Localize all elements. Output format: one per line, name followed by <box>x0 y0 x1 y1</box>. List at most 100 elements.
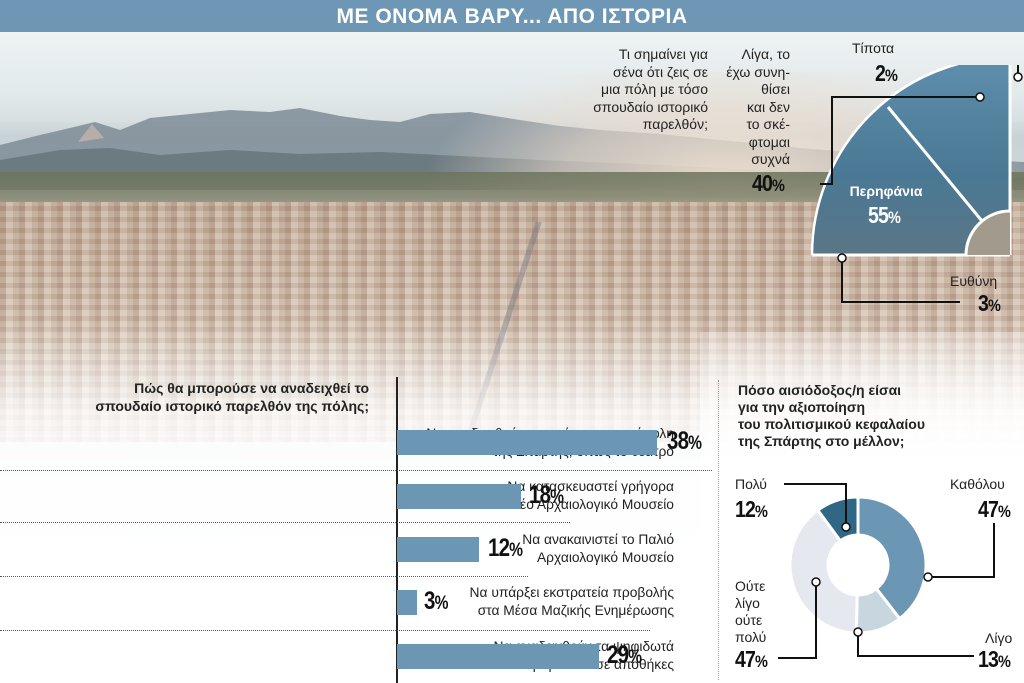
label-line: στα Μέσα Μαζικής Ενημέρωσης <box>477 603 674 618</box>
section-divider <box>718 380 719 680</box>
label-line: έχω συνη- <box>726 63 790 80</box>
donut-leader-lines <box>778 483 995 659</box>
donut-value-much: 12% <box>735 496 768 523</box>
question-line: σένα ότι ζεις σε <box>612 63 708 80</box>
donut-value-not-at-all: 47% <box>978 496 1011 523</box>
percent-sign: % <box>998 652 1011 671</box>
value-number: 12 <box>735 496 756 522</box>
label-line: ούτε <box>735 612 763 628</box>
bar-row-label: Να κατασκευαστεί γρήγορα το Νέο Αρχαιολο… <box>344 478 674 514</box>
donut-label-neither: Ούτε λίγο ούτε πολύ <box>735 578 766 646</box>
question-line: μια πόλη με τόσο <box>601 81 708 97</box>
fan-label-pride: Περηφάνια <box>849 183 923 199</box>
fan-value-pride: 55% <box>868 202 901 229</box>
fan-label-nothing: Τίποτα <box>852 40 895 56</box>
fan-label-responsibility: Ευθύνη <box>950 273 998 289</box>
donut-label-not-at-all: Καθόλου <box>950 476 1005 492</box>
donut-slice-not-at-all <box>856 495 928 621</box>
bar-value: 3% <box>424 587 448 616</box>
bar-18 <box>397 484 521 509</box>
bar-value: 18% <box>529 481 564 510</box>
fan-chart-question: Τι σημαίνει για σένα ότι ζεις σε μια πόλ… <box>528 46 708 134</box>
percent-sign: % <box>434 593 449 614</box>
donut-value-little: 13% <box>978 646 1011 673</box>
leader-line-nothing <box>1017 65 1019 77</box>
fan-label-used-to-it: Λίγα, το έχω συνη- θίσει και δεν το σκέ-… <box>718 46 790 169</box>
bar-chart-axis <box>396 377 398 683</box>
percent-sign: % <box>885 66 898 85</box>
fan-value-responsibility: 3% <box>978 290 1001 317</box>
label-line: Να ανακαινιστεί το Παλιό <box>522 532 674 547</box>
bar-38 <box>397 430 657 455</box>
fan-value-nothing: 2% <box>875 60 898 87</box>
label-line: συχνά <box>751 151 790 167</box>
question-line: της Σπάρτης στο μέλλον; <box>738 433 905 449</box>
percent-sign: % <box>550 487 564 508</box>
label-line: φτομαι <box>748 133 790 150</box>
value-number: 3 <box>424 587 435 615</box>
question-line: σπουδαίο ιστορικό παρελθόν της πόλης; <box>95 398 369 414</box>
value-number: 55 <box>868 202 889 228</box>
bar-value: 29% <box>607 641 642 670</box>
question-line: Πώς θα μπορούσε να αναδειχθεί το <box>134 380 369 396</box>
leader-line-responsibility <box>841 258 960 303</box>
donut-chart-question: Πόσο αισιόδοξος/η είσαι για την αξιοποίη… <box>738 382 1018 450</box>
value-number: 29 <box>607 641 629 669</box>
leader-line-used-to-it <box>820 96 980 185</box>
label-line: Να υπάρξει εκστρατεία προβολής <box>469 585 674 600</box>
percent-sign: % <box>888 208 901 227</box>
fan-chart <box>810 65 1023 303</box>
bar-value: 12% <box>488 534 523 563</box>
fan-inner-photo <box>966 211 1010 255</box>
question-line: για την αξιοποίηση <box>738 399 865 415</box>
label-line: Να κατασκευαστεί γρήγορα <box>507 479 674 494</box>
page-title: ΜΕ ΟΝΟΜΑ ΒΑΡΥ... ΑΠΟ ΙΣΤΟΡΙΑ <box>0 0 1024 32</box>
label-line: το Νέο Αρχαιολογικό Μουσείο <box>493 497 674 512</box>
donut-chart <box>788 495 928 635</box>
fan-slice-pride <box>812 65 1010 255</box>
row-separator <box>0 522 570 523</box>
bar-row-label: Να υπάρξει εκστρατεία προβολής στα Μέσα … <box>344 584 674 620</box>
row-separator <box>0 576 528 577</box>
label-line: θίσει <box>761 81 790 97</box>
value-number: 13 <box>978 646 999 672</box>
bar-29 <box>397 644 599 669</box>
donut-label-much: Πολύ <box>735 476 767 492</box>
value-number: 47 <box>978 496 999 522</box>
percent-sign: % <box>998 502 1011 521</box>
percent-sign: % <box>755 502 768 521</box>
percent-sign: % <box>772 176 785 195</box>
percent-sign: % <box>628 647 642 668</box>
bar-chart-question: Πώς θα μπορούσε να αναδειχθεί το σπουδαί… <box>0 379 369 415</box>
question-line: του πολιτισμικού κεφαλαίου <box>738 416 925 432</box>
value-number: 47 <box>735 646 756 672</box>
value-number: 12 <box>488 534 510 562</box>
label-line: λίγο <box>735 595 760 611</box>
donut-slice-neither <box>788 508 859 635</box>
value-number: 40 <box>752 170 773 196</box>
label-line: Ούτε <box>735 578 766 594</box>
bar-value: 38% <box>667 427 702 456</box>
label-line: το σκέ- <box>746 116 790 132</box>
row-separator <box>0 630 650 631</box>
value-number: 2 <box>875 60 886 86</box>
bar-3 <box>397 590 417 615</box>
bar-row-label: Να ανακαινιστεί το Παλιό Αρχαιολογικό Μο… <box>344 531 674 567</box>
label-line: πολύ <box>735 629 767 645</box>
question-line: παρελθόν; <box>642 116 708 132</box>
bar-12 <box>397 537 479 562</box>
fan-value-used-to-it: 40% <box>752 170 785 197</box>
percent-sign: % <box>509 540 523 561</box>
question-line: σπουδαίο ιστορικό <box>593 98 708 115</box>
donut-value-neither: 47% <box>735 646 768 673</box>
label-line: και δεν <box>747 98 790 115</box>
value-number: 38 <box>667 427 689 455</box>
percent-sign: % <box>988 296 1001 315</box>
question-line: Πόσο αισιόδοξος/η είσαι <box>738 382 902 398</box>
value-number: 3 <box>978 290 989 316</box>
label-line: Λίγα, το <box>741 46 790 62</box>
donut-label-little: Λίγο <box>985 630 1013 646</box>
row-separator <box>0 470 712 471</box>
value-number: 18 <box>529 481 551 509</box>
percent-sign: % <box>688 433 702 454</box>
